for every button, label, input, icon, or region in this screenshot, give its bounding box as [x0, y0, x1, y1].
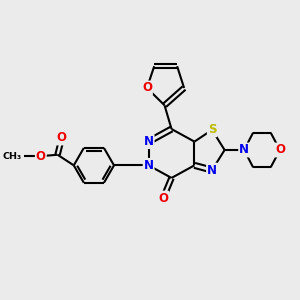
Text: N: N — [207, 164, 217, 177]
Text: S: S — [208, 123, 216, 136]
Text: O: O — [158, 191, 168, 205]
Text: N: N — [239, 143, 249, 157]
Text: O: O — [275, 143, 285, 157]
Text: O: O — [57, 131, 67, 145]
Text: N: N — [144, 135, 154, 148]
Text: O: O — [142, 82, 152, 94]
Text: N: N — [144, 159, 154, 172]
Text: O: O — [36, 150, 46, 163]
Text: CH₃: CH₃ — [3, 152, 22, 160]
